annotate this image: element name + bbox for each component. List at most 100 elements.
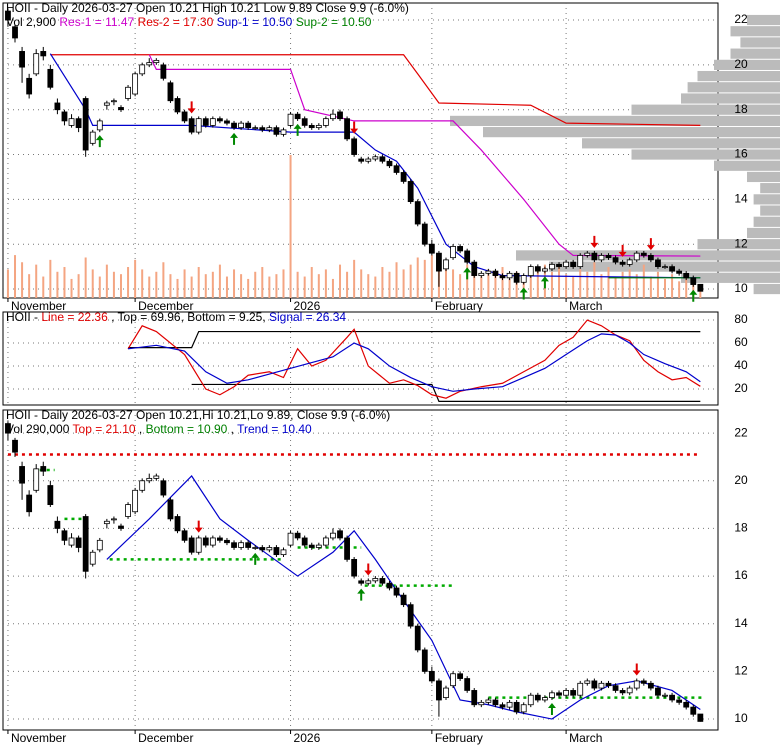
candle-body (563, 690, 569, 696)
candle-body (676, 699, 683, 703)
candle-body (132, 73, 139, 95)
volume-bar (621, 271, 624, 298)
volume-bar (579, 269, 582, 298)
volume-profile-bar (740, 37, 780, 48)
candle-body (174, 516, 181, 532)
volume-bar (225, 276, 228, 298)
volume-profile-bar (753, 283, 780, 295)
candle-body (146, 62, 153, 66)
volume-bar (331, 278, 334, 298)
candle-body (294, 113, 301, 120)
candle-body (400, 172, 407, 182)
candle-body (231, 542, 237, 548)
volume-bar (296, 271, 299, 298)
y-tick-label: 16 (734, 147, 748, 161)
header-part: Sup-1 = 10.50 (217, 15, 293, 29)
candle-body (273, 127, 280, 135)
candle-body (96, 539, 103, 551)
candle-body (202, 537, 209, 546)
oscillator-line (191, 383, 701, 402)
volume-bar (310, 267, 313, 298)
volume-bar (190, 276, 193, 298)
candle-body (125, 504, 131, 517)
volume-bar (402, 269, 405, 298)
candle-body (414, 201, 421, 225)
volume-profile-bar (631, 104, 780, 115)
sell-arrow (194, 520, 203, 533)
candle-body (68, 118, 75, 126)
candle-body (647, 255, 654, 261)
candle-body (676, 270, 683, 274)
volume-bar (254, 271, 257, 298)
candle-body (655, 687, 661, 696)
volume-bar (91, 269, 94, 298)
candle-body (365, 580, 372, 584)
candle-body (534, 694, 541, 701)
candle-body (626, 687, 633, 694)
candle-body (485, 270, 492, 274)
volume-bar (459, 274, 462, 298)
volume-bar (678, 281, 681, 298)
candle-body (146, 477, 153, 482)
candle-body (683, 272, 690, 279)
candle-body (337, 530, 343, 539)
volume-bar (600, 274, 603, 298)
candle-body (478, 701, 485, 706)
y-tick-label: 10 (734, 711, 748, 725)
candle-body (393, 165, 400, 173)
candle-body (386, 582, 393, 589)
candle-body (322, 118, 329, 126)
candle-body (485, 699, 492, 703)
y-tick-label: 10 (734, 281, 748, 295)
volume-profile-bar (747, 14, 780, 26)
volume-profile-bar (697, 70, 780, 82)
volume-bar (487, 269, 490, 298)
candle-body (428, 243, 435, 254)
indicator-line (50, 54, 701, 126)
candle-body (365, 158, 372, 162)
volume-bar (28, 274, 31, 298)
buy-arrow (95, 135, 104, 148)
candle-body (697, 283, 704, 292)
candle-body (464, 250, 471, 263)
candle-body (570, 690, 577, 696)
candle-body (598, 255, 605, 261)
candle-body (443, 687, 449, 698)
volume-bar (664, 278, 667, 298)
x-tick-label: November (11, 731, 66, 745)
candle-body (75, 537, 82, 548)
volume-bar (49, 259, 52, 298)
candle-body (315, 124, 322, 129)
candle-body (111, 518, 117, 521)
volume-bar (289, 155, 292, 298)
candle-body (273, 547, 280, 556)
volume-bar (303, 276, 306, 298)
candle-body (372, 578, 379, 582)
oscillator-line (127, 333, 701, 392)
volume-bar (466, 264, 469, 298)
candle-body (287, 532, 294, 546)
panel-frame (2, 2, 719, 299)
volume-bar (6, 269, 9, 298)
candle-body (54, 520, 61, 529)
candle-body (450, 246, 456, 259)
panel-header: HOII - Line = 22.36 , Top = 69.96, Botto… (6, 310, 346, 324)
candle-body (252, 547, 259, 549)
candle-body (619, 690, 626, 694)
volume-bar (452, 269, 455, 298)
volume-bar (134, 259, 137, 298)
buy-arrow (293, 123, 302, 136)
volume-bar (63, 267, 66, 298)
candle-body (330, 532, 336, 539)
candle-body (19, 466, 25, 484)
candle-body (139, 64, 146, 75)
y-tick-label: 20 (734, 473, 748, 487)
candle-body (111, 100, 117, 103)
candle-body (612, 257, 619, 263)
y-tick-label: 14 (734, 192, 748, 206)
buy-arrow (547, 702, 556, 715)
candle-body (527, 266, 534, 276)
candle-body (287, 113, 294, 126)
panel-frame (2, 409, 719, 731)
